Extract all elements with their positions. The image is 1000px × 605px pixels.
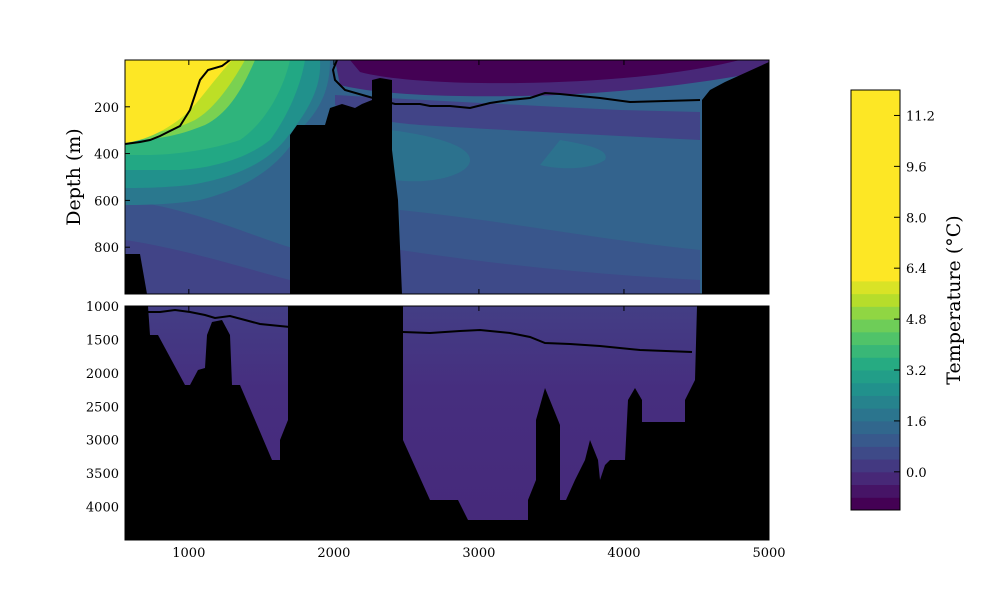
lower-topography <box>125 306 769 540</box>
y-tick-label: 1000 <box>86 300 119 315</box>
colorbar-band <box>851 306 900 320</box>
colorbar-band <box>851 331 900 346</box>
colorbar-tick-label: 4.8 <box>906 313 927 328</box>
colorbar-tick-label: 9.6 <box>906 160 927 175</box>
x-tick-label: 4000 <box>607 546 640 561</box>
y-tick-label: 200 <box>94 101 119 116</box>
y-tick-label: 2000 <box>86 367 119 382</box>
upper-contour-line <box>125 60 701 145</box>
colorbar-band <box>851 90 900 282</box>
colorbar-band <box>851 344 900 358</box>
upper-topography <box>125 62 769 294</box>
colorbar-band <box>851 370 900 384</box>
colorbar-band <box>851 459 900 473</box>
colorbar-band <box>851 471 900 486</box>
y-tick-label: 3000 <box>86 434 119 449</box>
x-tick-label: 1000 <box>172 546 205 561</box>
colorbar-band <box>851 319 900 333</box>
colorbar-band <box>851 497 900 511</box>
colorbar: 11.2 9.6 8.0 6.4 4.8 3.2 1.6 0.0 Temperature (°… <box>850 89 965 511</box>
y-axis-label: Depth (m) <box>63 128 85 225</box>
upper-field <box>125 60 769 294</box>
upper-panel <box>124 59 770 295</box>
y-tick-label: 1500 <box>86 333 119 348</box>
x-tick-label: 5000 <box>752 546 785 561</box>
axes: 1000 2000 3000 4000 5000 200 400 600 800 1000 1500… <box>86 60 786 561</box>
y-tick-label: 600 <box>94 194 119 209</box>
colorbar-band <box>851 433 900 447</box>
upper-frame <box>124 59 770 295</box>
y-tick-label: 400 <box>94 148 119 163</box>
colorbar-band <box>851 382 900 396</box>
colorbar-band <box>851 484 900 498</box>
lower-panel <box>124 305 770 541</box>
colorbar-tick-label: 11.2 <box>906 109 935 124</box>
colorbar-band <box>851 408 900 422</box>
colorbar-tick-label: 0.0 <box>906 466 927 481</box>
lower-frame <box>124 305 770 541</box>
y-tick-label: 4000 <box>86 501 119 516</box>
y-tick-label: 3500 <box>86 467 119 482</box>
colorbar-tick-label: 6.4 <box>906 262 927 277</box>
y-tick-label: 800 <box>94 241 119 256</box>
colorbar-band <box>851 293 900 307</box>
x-tick-label: 3000 <box>462 546 495 561</box>
colorbar-tick-label: 8.0 <box>906 211 927 226</box>
lower-contour-line <box>148 308 693 353</box>
colorbar-band <box>851 280 900 295</box>
colorbar-label: Temperature (°C) <box>943 215 965 384</box>
colorbar-band <box>851 446 900 460</box>
colorbar-tick-label: 1.6 <box>906 415 927 430</box>
y-tick-label: 2500 <box>86 400 119 415</box>
colorbar-band <box>851 395 900 409</box>
colorbar-band <box>851 357 900 371</box>
colorbar-band <box>851 420 900 435</box>
lower-field <box>125 306 769 540</box>
colorbar-tick-label: 3.2 <box>906 364 927 379</box>
x-tick-label: 2000 <box>317 546 350 561</box>
